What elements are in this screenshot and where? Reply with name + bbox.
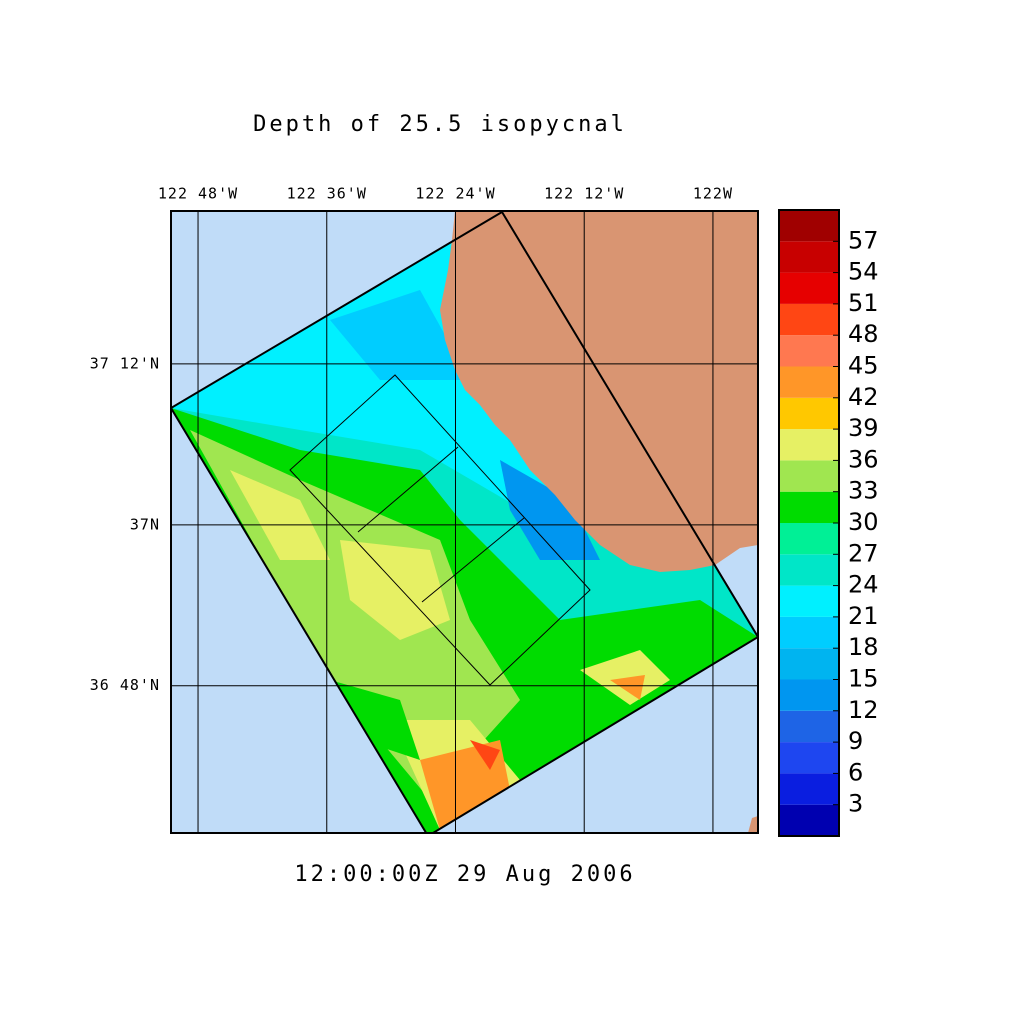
colorbar-bin [779, 585, 839, 617]
x-tick-label: 122 48'W [158, 185, 238, 203]
colorbar-label: 18 [848, 633, 879, 661]
colorbar-label: 54 [848, 258, 879, 286]
colorbar-bin [779, 397, 839, 430]
colorbar-label: 57 [848, 226, 879, 254]
colorbar-bin [779, 773, 839, 805]
y-tick-label: 37 12'N [90, 354, 160, 372]
colorbar-label: 33 [848, 477, 879, 505]
colorbar-label: 21 [848, 602, 879, 630]
colorbar-label: 27 [848, 539, 879, 567]
colorbar-bin [779, 366, 839, 398]
colorbar-bin [779, 491, 839, 523]
time-label: 12:00:00Z 29 Aug 2006 [294, 862, 635, 887]
map [171, 211, 758, 833]
colorbar-label: 6 [848, 758, 863, 786]
plot-frame [170, 210, 759, 834]
colorbar-bin [779, 616, 839, 649]
colorbar-bin [779, 272, 839, 304]
colorbar-label: 39 [848, 414, 879, 442]
x-tick-label: 122 36'W [287, 185, 367, 203]
labels: 122 48'W 122 36'W 122 24'W 122 12'W 122W 37 1… [90, 185, 733, 695]
colorbar-label: 12 [848, 696, 879, 724]
colorbar-bin [779, 210, 839, 242]
x-tick-label: 122W [693, 185, 733, 203]
colorbar-bin [779, 742, 839, 774]
colorbar-bin [779, 554, 839, 586]
colorbar-bin [779, 335, 839, 367]
colorbar-label: 15 [848, 665, 879, 693]
inner-boxes [289, 374, 591, 686]
colorbar-bin [779, 710, 839, 743]
colorbar-label: 3 [848, 790, 863, 818]
colorbar-label: 48 [848, 320, 879, 348]
colorbar-label: 51 [848, 289, 879, 317]
colorbar-label: 42 [848, 383, 879, 411]
y-tick-label: 36 48'N [90, 676, 160, 694]
colorbar-bin [779, 679, 839, 711]
colorbar-bin [779, 241, 839, 273]
colorbar-label: 45 [848, 352, 879, 380]
x-tick-label: 122 12'W [544, 185, 624, 203]
colorbar-bin [779, 429, 839, 461]
land [440, 211, 758, 572]
x-tick-label: 122 24'W [415, 185, 495, 203]
colorbar-bin [779, 804, 839, 836]
colorbar-bin [779, 523, 839, 555]
colorbar-bin [779, 303, 839, 336]
colorbar-bin [779, 460, 839, 492]
colorbar-label: 36 [848, 445, 879, 473]
colorbar-label: 30 [848, 508, 879, 536]
land [748, 816, 758, 833]
domain-outline [171, 211, 758, 833]
colorbar-label: 9 [848, 727, 863, 755]
y-tick-label: 37N [130, 515, 160, 533]
colorbar-bin [779, 648, 839, 680]
grid [171, 211, 758, 833]
chart-title: Depth of 25.5 isopycnal [253, 112, 627, 137]
colorbar-label: 24 [848, 571, 879, 599]
